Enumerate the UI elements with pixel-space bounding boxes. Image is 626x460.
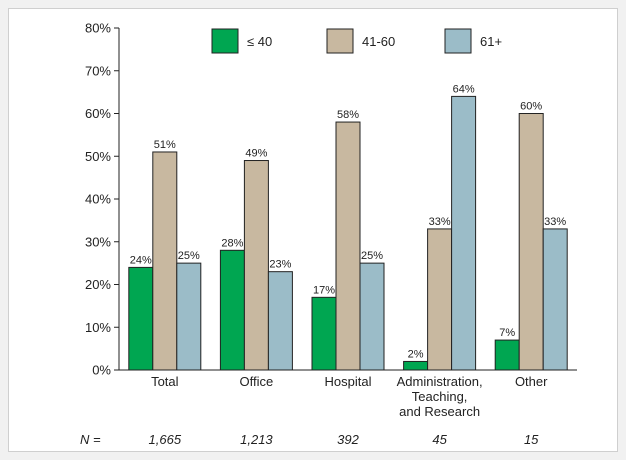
y-tick-label: 70% xyxy=(85,63,111,78)
legend-swatch xyxy=(211,28,239,54)
y-tick-label: 20% xyxy=(85,277,111,292)
data-label: 60% xyxy=(520,101,542,113)
category-label: and Research xyxy=(399,404,480,419)
legend-label: ≤ 40 xyxy=(247,34,272,49)
bar xyxy=(359,262,385,371)
y-tick-label: 60% xyxy=(85,106,111,121)
legend-swatch xyxy=(326,28,354,54)
data-label: 64% xyxy=(453,83,475,95)
bar xyxy=(128,266,154,371)
n-prefix: N = xyxy=(80,432,101,447)
bar xyxy=(451,95,477,371)
category-label: Hospital xyxy=(325,374,372,389)
legend-label: 41-60 xyxy=(362,34,395,49)
bar xyxy=(243,160,269,371)
category-label: Administration, xyxy=(397,374,483,389)
category-label: Office xyxy=(240,374,274,389)
data-label: 25% xyxy=(361,250,383,262)
data-label: 24% xyxy=(130,254,152,266)
bar xyxy=(311,296,337,371)
data-label: 23% xyxy=(269,259,291,271)
bar xyxy=(542,228,568,371)
y-tick-label: 80% xyxy=(85,21,111,36)
n-value: 15 xyxy=(524,432,539,447)
data-label: 7% xyxy=(499,327,515,339)
bar xyxy=(335,121,361,371)
y-tick-label: 50% xyxy=(85,149,111,164)
bar xyxy=(518,113,544,371)
chart-frame xyxy=(8,8,618,452)
legend-swatch xyxy=(444,28,472,54)
category-label: Teaching, xyxy=(412,389,468,404)
category-label: Other xyxy=(515,374,548,389)
bar xyxy=(494,339,520,371)
data-label: 58% xyxy=(337,109,359,121)
data-label: 25% xyxy=(178,250,200,262)
y-tick-label: 0% xyxy=(92,363,111,378)
y-tick-label: 30% xyxy=(85,234,111,249)
y-tick-label: 10% xyxy=(85,320,111,335)
legend-label: 61+ xyxy=(480,34,502,49)
data-label: 49% xyxy=(245,148,267,160)
n-value: 1,665 xyxy=(149,432,182,447)
bar xyxy=(267,271,293,371)
data-label: 2% xyxy=(408,348,424,360)
bar xyxy=(152,151,178,371)
bar xyxy=(403,360,429,371)
data-label: 28% xyxy=(221,237,243,249)
data-label: 17% xyxy=(313,284,335,296)
bar xyxy=(176,262,202,371)
data-label: 33% xyxy=(544,216,566,228)
data-label: 51% xyxy=(154,139,176,151)
n-value: 1,213 xyxy=(240,432,273,447)
bar xyxy=(427,228,453,371)
data-label: 33% xyxy=(429,216,451,228)
category-label: Total xyxy=(151,374,179,389)
y-tick-label: 40% xyxy=(85,192,111,207)
bar xyxy=(219,249,245,371)
n-value: 392 xyxy=(337,432,359,447)
n-value: 45 xyxy=(432,432,447,447)
